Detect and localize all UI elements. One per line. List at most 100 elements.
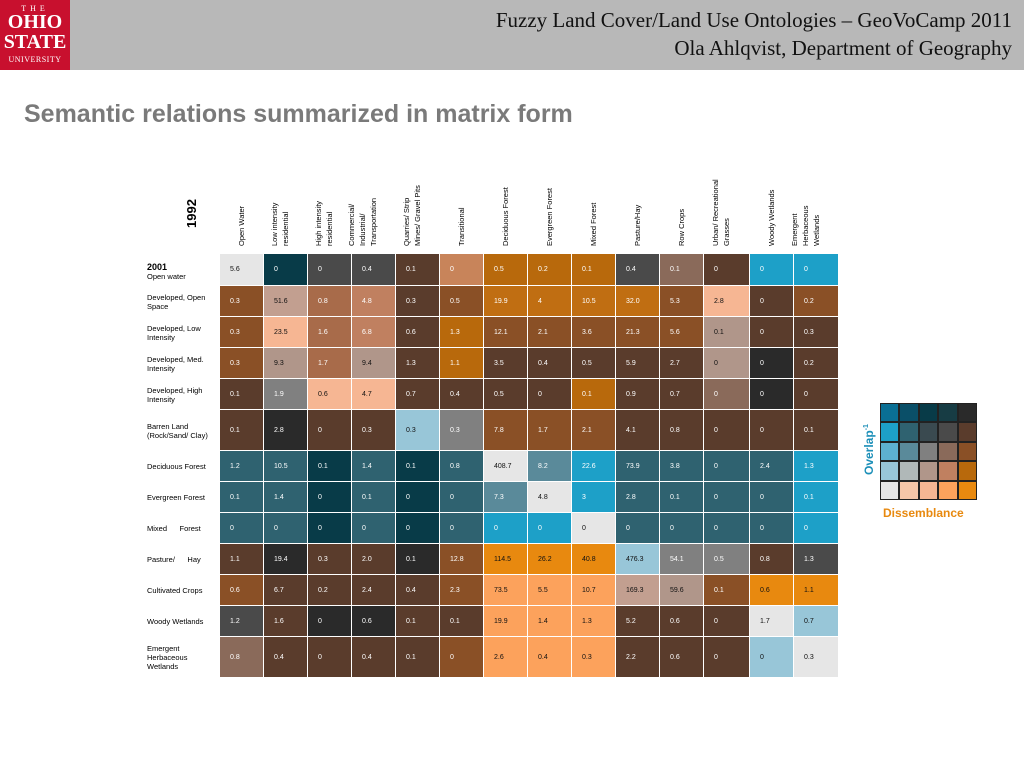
matrix-cell: 9.4 (352, 348, 396, 379)
matrix-cell: 0.3 (794, 637, 839, 678)
matrix-cell: 0.1 (660, 482, 704, 513)
matrix-cell: 0.6 (220, 575, 264, 606)
matrix-cell: 1.1 (220, 544, 264, 575)
column-header: Evergreen Forest (545, 188, 554, 246)
matrix-cell: 0 (308, 637, 352, 678)
legend-swatch (899, 480, 919, 500)
matrix-cell: 3.6 (572, 317, 616, 348)
matrix-cell: 114.5 (484, 544, 528, 575)
matrix-cell: 0.1 (396, 451, 440, 482)
matrix-cell: 0.3 (308, 544, 352, 575)
matrix-cell: 2.4 (352, 575, 396, 606)
legend-swatch (880, 403, 900, 423)
matrix-cell: 2.0 (352, 544, 396, 575)
matrix-cell: 2.1 (528, 317, 572, 348)
legend-swatch (880, 441, 900, 462)
matrix-cell: 0.1 (572, 379, 616, 410)
matrix-cell: 0.1 (352, 482, 396, 513)
matrix-cell: 1.9 (264, 379, 308, 410)
row-label: Pasture/ Hay (147, 555, 201, 564)
row-label: Evergreen Forest (147, 493, 205, 502)
matrix-cell: 0.3 (440, 410, 484, 451)
matrix-cell: 0 (704, 410, 750, 451)
header-subtitle: Ola Ahlqvist, Department of Geography (674, 36, 1012, 60)
matrix-cell: 19.9 (484, 606, 528, 637)
matrix-cell: 23.5 (264, 317, 308, 348)
matrix-cell: 0.7 (660, 379, 704, 410)
matrix-cell: 0.6 (308, 379, 352, 410)
matrix-cell: 0 (440, 254, 484, 286)
matrix-cell: 0.1 (440, 606, 484, 637)
matrix-cell: 21.3 (616, 317, 660, 348)
osu-logo: THE OHIO STATE UNIVERSITY (0, 0, 70, 70)
matrix-cell: 0 (616, 513, 660, 544)
matrix-cell: 0 (704, 254, 750, 286)
matrix-cell: 2.8 (616, 482, 660, 513)
matrix-cell: 169.3 (616, 575, 660, 606)
matrix-cell: 1.7 (750, 606, 794, 637)
legend-swatch (918, 480, 939, 500)
matrix-cell: 0 (660, 513, 704, 544)
matrix-cell: 1.1 (794, 575, 839, 606)
legend-swatch (899, 461, 919, 481)
matrix-cell: 0 (440, 513, 484, 544)
matrix-cell: 12.8 (440, 544, 484, 575)
matrix-cell: 0 (220, 513, 264, 544)
legend-swatch (899, 441, 919, 462)
matrix-cell: 0.4 (440, 379, 484, 410)
year-2001-label: 2001 (147, 262, 168, 272)
column-header: Woody Wetlands (767, 189, 776, 246)
matrix-cell: 0.1 (794, 410, 839, 451)
matrix-cell: 2.2 (616, 637, 660, 678)
matrix-cell: 1.3 (794, 544, 839, 575)
matrix-cell: 2.8 (264, 410, 308, 451)
matrix-cell: 0.3 (396, 286, 440, 317)
matrix-cell: 0 (750, 410, 794, 451)
matrix-cell: 0.3 (352, 410, 396, 451)
matrix-cell: 19.9 (484, 286, 528, 317)
row-label: Developed, Open Space (147, 292, 206, 311)
matrix-cell: 54.1 (660, 544, 704, 575)
matrix-cell: 0 (750, 254, 794, 286)
column-header: Commercial/ Industrial/ Transportation (347, 197, 378, 246)
matrix-cell: 4.8 (352, 286, 396, 317)
matrix-cell: 0 (308, 513, 352, 544)
matrix-cell: 0.3 (572, 637, 616, 678)
matrix-cell: 0.3 (396, 410, 440, 451)
matrix-cell: 2.7 (660, 348, 704, 379)
matrix-cell: 1.6 (264, 606, 308, 637)
matrix-cell: 408.7 (484, 451, 528, 482)
matrix-cell: 0 (440, 482, 484, 513)
matrix-cell: 26.2 (528, 544, 572, 575)
matrix-cell: 0.3 (794, 317, 839, 348)
legend-swatch (899, 422, 919, 442)
row-label: Developed, High Intensity (147, 385, 203, 404)
matrix-cell: 0.2 (308, 575, 352, 606)
matrix-cell: 0 (396, 482, 440, 513)
matrix-cell: 0.6 (660, 606, 704, 637)
matrix-cell: 0.6 (352, 606, 396, 637)
matrix-cell: 2.6 (484, 637, 528, 678)
matrix-cell: 10.5 (264, 451, 308, 482)
matrix-cell: 7.8 (484, 410, 528, 451)
legend-swatch (918, 422, 939, 442)
matrix-cell: 1.3 (396, 348, 440, 379)
matrix-cell: 4 (528, 286, 572, 317)
matrix-cell: 0.4 (616, 254, 660, 286)
year-1992-label: 1992 (184, 199, 199, 228)
row-label: Mixed Forest (147, 524, 201, 533)
matrix-cell: 0.4 (528, 637, 572, 678)
row-label: Developed, Med. Intensity (147, 354, 204, 373)
legend-swatch (938, 441, 958, 462)
matrix-cell: 0.5 (572, 348, 616, 379)
matrix-cell: 0.1 (396, 637, 440, 678)
matrix-cell: 0.8 (220, 637, 264, 678)
matrix-cell: 0 (794, 254, 839, 286)
matrix-cell: 0 (528, 513, 572, 544)
legend-swatch (918, 441, 939, 462)
matrix-cell: 0.1 (308, 451, 352, 482)
dissemblance-label: Dissemblance (883, 506, 964, 520)
column-header: High intensity residential (314, 200, 334, 246)
matrix-cell: 0.8 (750, 544, 794, 575)
matrix-cell: 2.4 (750, 451, 794, 482)
